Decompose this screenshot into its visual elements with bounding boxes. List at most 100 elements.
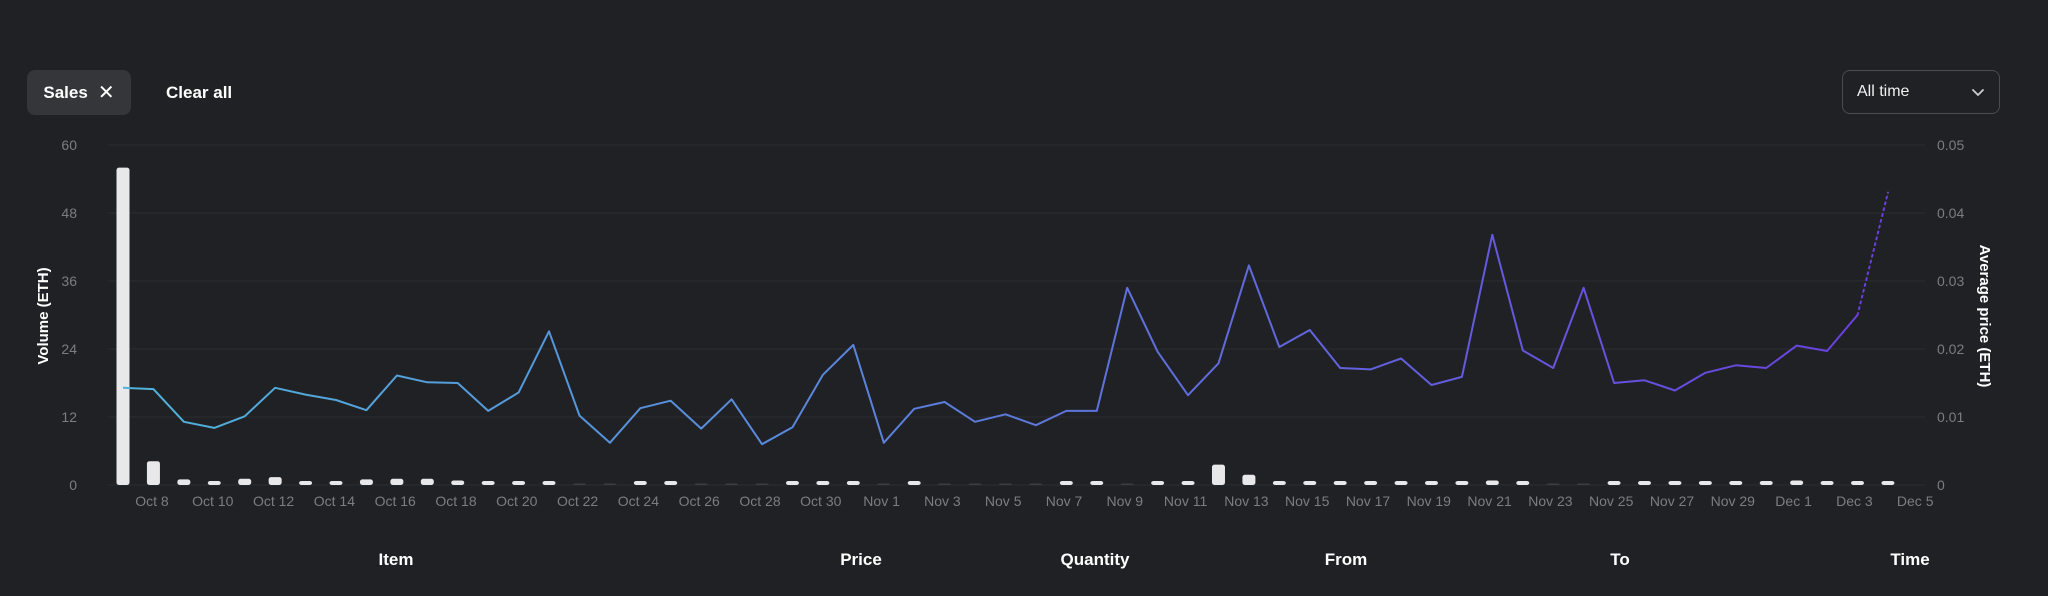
x-tick-label: Nov 7: [1046, 493, 1083, 509]
x-tick-label: Nov 13: [1224, 493, 1269, 509]
x-tick-label: Nov 15: [1285, 493, 1330, 509]
volume-bar: [572, 483, 586, 485]
volume-bar: [694, 483, 708, 485]
volume-bar: [359, 479, 373, 485]
volume-bar: [725, 483, 739, 485]
x-tick-label: Nov 11: [1164, 493, 1208, 509]
volume-bar: [512, 481, 526, 485]
x-tick-label: Dec 5: [1897, 493, 1934, 509]
volume-bar: [664, 481, 678, 485]
left-tick-label: 60: [61, 137, 77, 153]
volume-bar: [846, 481, 860, 485]
volume-bar: [1455, 481, 1469, 485]
volume-bar: [1729, 481, 1743, 485]
column-header-from[interactable]: From: [1324, 550, 1368, 569]
right-tick-label: 0: [1937, 477, 1945, 493]
volume-bar: [299, 481, 313, 485]
volume-bar: [177, 479, 191, 485]
close-icon[interactable]: ✕: [97, 81, 115, 104]
volume-bar: [481, 481, 495, 485]
volume-bar: [1394, 481, 1408, 485]
volume-bar: [1577, 483, 1591, 485]
x-tick-label: Nov 23: [1528, 493, 1573, 509]
x-axis-ticks: Oct 8 Oct 10 Oct 12 Oct 14 Oct 16 Oct 18 Oct 2…: [135, 493, 1933, 509]
x-tick-label: Nov 27: [1650, 493, 1695, 509]
volume-bar: [755, 483, 769, 485]
volume-bar: [1211, 464, 1225, 485]
x-tick-label: Nov 25: [1589, 493, 1634, 509]
volume-bar: [1120, 483, 1134, 485]
avg-price-projection: [1856, 191, 1889, 316]
volume-bar: [1181, 481, 1195, 485]
volume-bar: [1668, 481, 1682, 485]
x-tick-label: Nov 29: [1711, 493, 1756, 509]
x-tick-label: Oct 16: [375, 493, 416, 509]
x-tick-label: Oct 28: [739, 493, 780, 509]
chevron-down-icon: [1972, 89, 1984, 96]
column-header-time[interactable]: Time: [1890, 550, 1930, 569]
volume-bar: [633, 481, 647, 485]
x-tick-label: Nov 21: [1467, 493, 1512, 509]
right-tick-label: 0.02: [1937, 341, 1964, 357]
volume-bar: [1698, 481, 1712, 485]
volume-bar: [1029, 483, 1043, 485]
volume-bar: [816, 481, 830, 485]
volume-bar: [1790, 480, 1804, 485]
x-tick-label: Oct 24: [618, 493, 659, 509]
volume-bar: [1820, 481, 1834, 485]
column-header-item[interactable]: Item: [378, 550, 414, 569]
volume-bar: [268, 477, 282, 485]
volume-bar: [1516, 481, 1530, 485]
volume-bar: [968, 483, 982, 485]
x-tick-label: Nov 9: [1107, 493, 1144, 509]
time-range-value: All time: [1857, 83, 1910, 100]
volume-bar: [938, 483, 952, 485]
x-tick-label: Oct 30: [800, 493, 841, 509]
x-tick-label: Oct 14: [314, 493, 355, 509]
x-tick-label: Oct 20: [496, 493, 537, 509]
x-tick-label: Oct 18: [435, 493, 476, 509]
sales-filter-chip[interactable]: Sales ✕: [27, 70, 131, 115]
clear-all-button[interactable]: Clear all: [166, 82, 233, 102]
x-tick-label: Oct 26: [679, 493, 720, 509]
volume-bars: [116, 167, 1895, 485]
left-tick-label: 0: [69, 477, 77, 493]
volume-bar: [146, 461, 160, 485]
volume-bar: [1424, 481, 1438, 485]
right-tick-label: 0.05: [1937, 137, 1964, 153]
left-tick-label: 48: [61, 205, 77, 221]
volume-bar: [116, 167, 130, 485]
column-header-price[interactable]: Price: [840, 550, 882, 569]
volume-bar: [329, 481, 343, 485]
volume-bar: [1242, 474, 1256, 485]
volume-bar: [1333, 481, 1347, 485]
right-axis-ticks: 0 0.01 0.02 0.03 0.04 0.05: [1937, 137, 1964, 493]
column-header-quantity[interactable]: Quantity: [1060, 550, 1130, 569]
x-tick-label: Dec 3: [1836, 493, 1873, 509]
avg-price-line: [122, 233, 1859, 446]
x-tick-label: Dec 1: [1775, 493, 1812, 509]
volume-bar: [1851, 481, 1865, 485]
left-axis-ticks: 0 12 24 36 48 60: [61, 137, 77, 493]
x-tick-label: Nov 5: [985, 493, 1022, 509]
volume-bar: [238, 478, 252, 485]
right-tick-label: 0.01: [1937, 409, 1964, 425]
column-header-to[interactable]: To: [1610, 550, 1630, 569]
price-line: [122, 191, 1889, 446]
left-tick-label: 24: [61, 341, 77, 357]
x-tick-label: Nov 3: [924, 493, 961, 509]
volume-bar: [1759, 481, 1773, 485]
x-tick-label: Nov 17: [1346, 493, 1391, 509]
volume-bar: [1151, 481, 1165, 485]
volume-bar: [1607, 481, 1621, 485]
time-range-select[interactable]: All time: [1842, 70, 2000, 114]
volume-bar: [420, 478, 434, 485]
left-tick-label: 36: [61, 273, 77, 289]
volume-bar: [1881, 481, 1895, 485]
volume-bar: [1272, 481, 1286, 485]
x-tick-label: Oct 8: [135, 493, 169, 509]
volume-bar: [1364, 481, 1378, 485]
x-tick-label: Oct 12: [253, 493, 294, 509]
volume-bar: [785, 481, 799, 485]
